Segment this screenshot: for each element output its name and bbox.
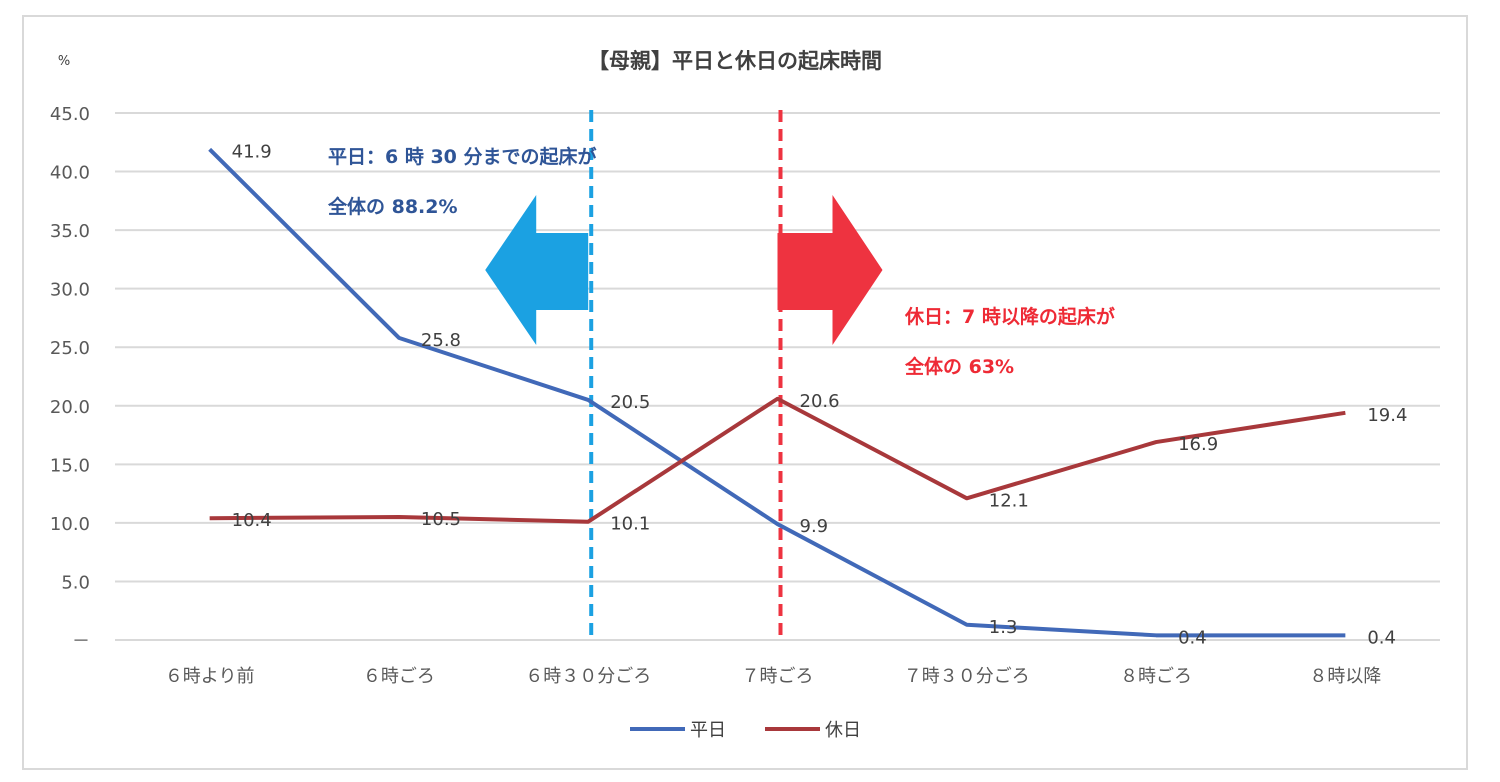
annotation-text: 平日：6 時 30 分までの起床が: [328, 145, 597, 168]
data-label: 41.9: [232, 141, 272, 162]
y-tick-label: －: [72, 631, 90, 652]
x-tick-label: ８時以降: [1309, 666, 1381, 687]
data-label: 0.4: [1367, 627, 1396, 648]
x-tick-label: ６時ごろ: [363, 666, 435, 687]
data-label: 25.8: [421, 330, 461, 351]
right-arrow-shape: [777, 195, 883, 345]
data-label: 20.6: [800, 391, 840, 412]
annotation-text: 全体の 63%: [904, 355, 1014, 378]
x-tick-label: ７時ごろ: [742, 666, 814, 687]
y-tick-label: 40.0: [50, 163, 90, 184]
data-label: 9.9: [800, 516, 829, 537]
y-tick-label: 15.0: [50, 455, 90, 476]
data-label: 10.5: [421, 509, 461, 530]
data-label: 10.4: [232, 510, 272, 531]
data-label: 1.3: [989, 617, 1018, 638]
y-tick-label: 30.0: [50, 280, 90, 301]
x-tick-label: ６時より前: [165, 666, 255, 687]
data-label: 0.4: [1178, 627, 1207, 648]
left-arrow-shape: [485, 195, 589, 345]
annotation-text: 休日：7 時以降の起床が: [904, 305, 1115, 328]
chart-title: 【母親】平日と休日の起床時間: [588, 49, 882, 73]
annotation-text: 全体の 88.2%: [327, 195, 458, 218]
x-tick-label: ６時３０分ごろ: [525, 666, 651, 687]
data-label: 10.1: [610, 514, 650, 535]
x-tick-label: ７時３０分ごろ: [904, 666, 1030, 687]
y-tick-label: 10.0: [50, 514, 90, 535]
x-tick-label: ８時ごろ: [1120, 666, 1192, 687]
legend-label: 休日: [825, 720, 861, 741]
data-label: 12.1: [989, 490, 1029, 511]
y-tick-label: 45.0: [50, 104, 90, 125]
y-tick-label: 5.0: [61, 572, 90, 593]
series-line-休日: [209, 396, 1346, 524]
chart-frame: [22, 15, 1468, 770]
y-tick-label: 20.0: [50, 397, 90, 418]
data-label: 20.5: [610, 392, 650, 413]
data-label: 16.9: [1178, 434, 1218, 455]
series-line-平日: [208, 147, 1346, 638]
y-tick-label: 35.0: [50, 221, 90, 242]
y-tick-label: 25.0: [50, 338, 90, 359]
legend-label: 平日: [690, 720, 726, 741]
y-axis-label: %: [58, 54, 70, 69]
data-label: 19.4: [1367, 405, 1407, 426]
